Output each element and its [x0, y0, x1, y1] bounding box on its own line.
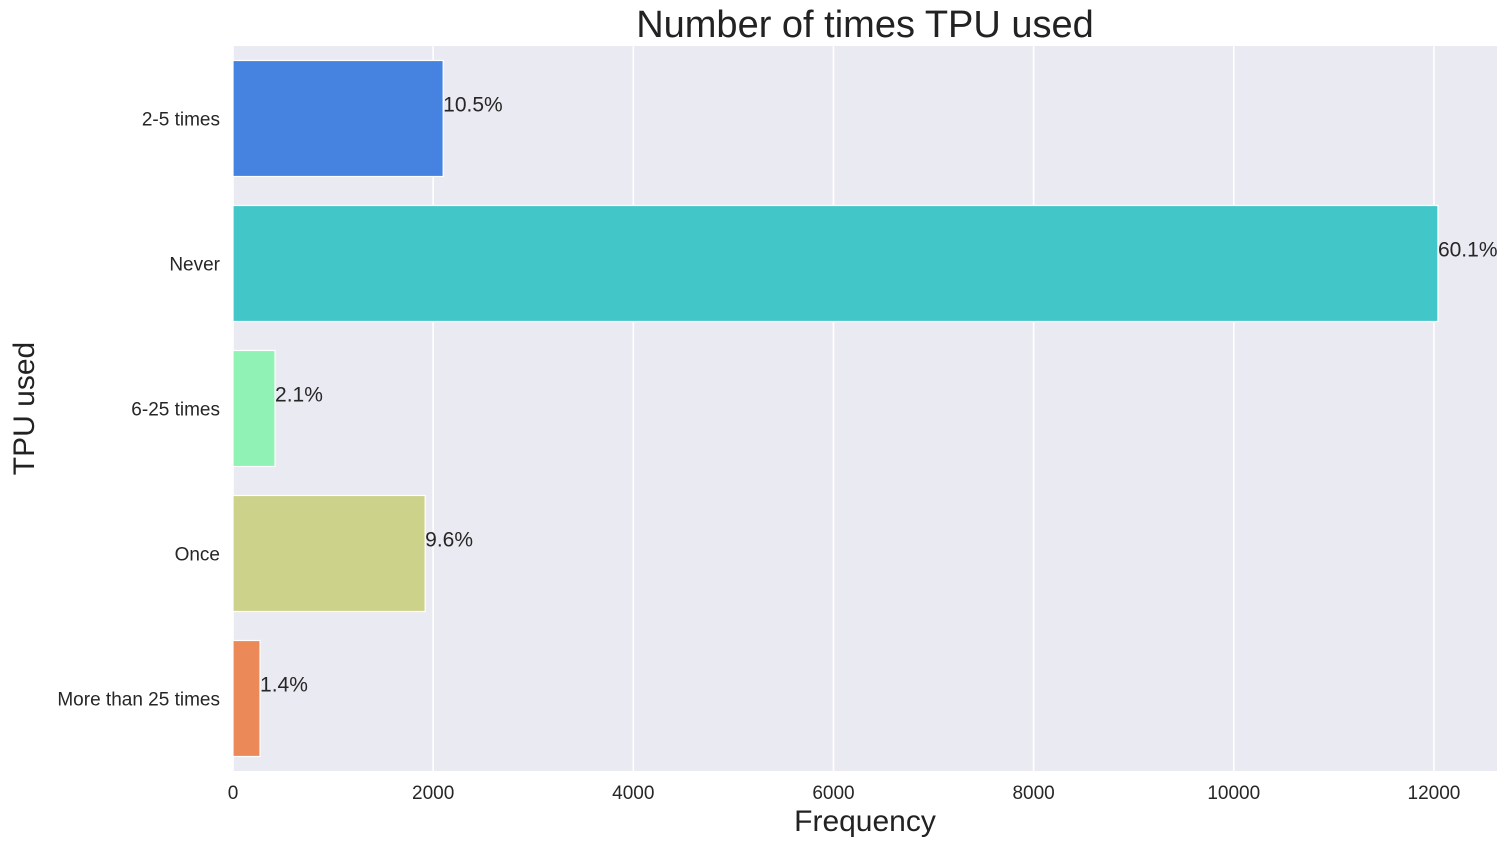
y-tick-label: 2-5 times — [142, 110, 220, 131]
y-tick-label: Once — [175, 545, 220, 566]
bar-more-than-25-times — [232, 639, 261, 758]
chart-title: Number of times TPU used — [636, 4, 1094, 46]
bar-never — [232, 204, 1439, 323]
x-tick-label: 4000 — [612, 783, 654, 804]
data-label: 10.5% — [443, 94, 503, 117]
y-tick-label: 6-25 times — [131, 400, 220, 421]
bar-2-5-times — [232, 59, 444, 178]
y-tick-label: Never — [169, 255, 220, 276]
data-label: 60.1% — [1438, 239, 1498, 262]
x-tick-label: 12000 — [1408, 783, 1461, 804]
x-tick-label: 8000 — [1012, 783, 1054, 804]
data-label: 2.1% — [275, 384, 323, 407]
x-tick-label: 0 — [228, 783, 239, 804]
x-axis-label: Frequency — [794, 805, 936, 838]
x-tick-label: 10000 — [1207, 783, 1260, 804]
y-axis-label: TPU used — [8, 342, 41, 475]
bar-6-25-times — [232, 349, 276, 468]
x-tick-label: 2000 — [412, 783, 454, 804]
x-tick-label: 6000 — [812, 783, 854, 804]
x-tick-labels: 0 2000 4000 6000 8000 10000 12000 — [228, 783, 1461, 804]
y-tick-label: More than 25 times — [57, 690, 220, 711]
data-label: 1.4% — [260, 674, 308, 697]
data-label: 9.6% — [425, 529, 473, 552]
bar-once — [232, 494, 426, 613]
y-tick-labels: 2-5 times Never 6-25 times Once More than 25… — [57, 110, 220, 711]
data-labels: 10.5% 60.1% 2.1% 9.6% 1.4% — [260, 94, 1497, 697]
bars — [232, 59, 1439, 758]
